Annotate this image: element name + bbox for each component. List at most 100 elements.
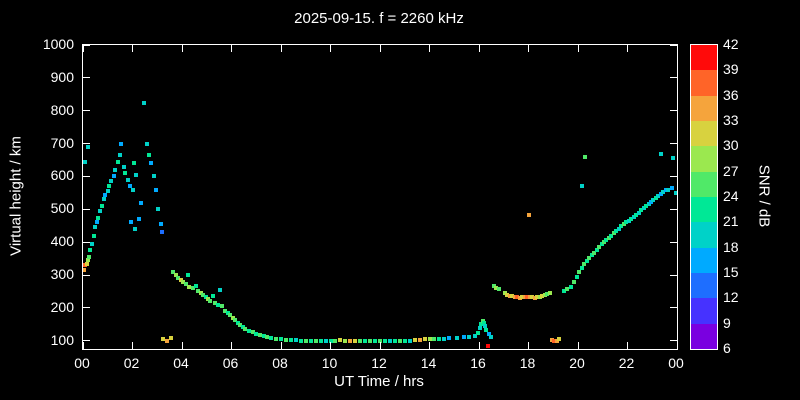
x-tick <box>577 342 579 349</box>
x-tick <box>478 45 480 52</box>
data-point <box>517 295 522 300</box>
data-point <box>568 284 573 289</box>
data-point <box>417 338 422 343</box>
data-point <box>323 338 328 343</box>
x-tick-label: 12 <box>371 355 387 371</box>
data-point <box>644 204 649 209</box>
data-point <box>128 184 133 189</box>
data-point <box>215 302 220 307</box>
x-tick-label: 00 <box>668 355 684 371</box>
x-tick-label: 06 <box>222 355 239 371</box>
data-point <box>132 227 137 232</box>
y-tick <box>83 45 90 46</box>
x-tick <box>280 342 282 349</box>
data-point <box>437 336 442 341</box>
data-point <box>94 220 99 225</box>
y-tick <box>670 307 677 309</box>
data-point <box>462 335 467 340</box>
data-point <box>572 280 577 285</box>
data-point <box>213 300 218 305</box>
data-point <box>624 220 629 225</box>
data-point <box>422 337 427 342</box>
data-point <box>467 334 472 339</box>
x-tick <box>429 45 430 52</box>
y-tick-label: 1000 <box>42 36 74 52</box>
data-point <box>621 222 626 227</box>
data-point <box>584 259 589 264</box>
colorbar-label: SNR / dB <box>755 164 773 228</box>
data-point <box>328 338 333 343</box>
data-point <box>203 295 208 300</box>
data-point <box>447 336 452 341</box>
x-tick <box>83 45 84 52</box>
colorbar-segment <box>691 222 717 248</box>
data-point <box>392 339 397 344</box>
y-tick-label: 800 <box>50 101 74 118</box>
colorbar-tick-label: 21 <box>723 213 739 230</box>
data-point <box>125 177 130 182</box>
x-tick <box>231 45 232 52</box>
x-tick-label: 04 <box>173 355 189 371</box>
colorbar-tick-label: 12 <box>723 289 739 306</box>
data-point <box>178 277 183 282</box>
y-tick <box>83 274 90 276</box>
data-point <box>589 253 594 258</box>
data-point <box>98 208 103 213</box>
x-tick <box>330 342 331 349</box>
data-point <box>254 331 259 336</box>
data-point <box>181 280 186 285</box>
data-point <box>554 338 559 343</box>
data-point <box>160 230 165 235</box>
data-point <box>293 338 298 343</box>
data-point <box>338 338 343 343</box>
data-point <box>483 323 488 328</box>
y-tick <box>83 110 90 112</box>
colorbar-tick-label: 15 <box>723 264 739 280</box>
data-point <box>373 338 378 343</box>
data-point <box>562 288 567 293</box>
x-tick <box>83 342 84 349</box>
data-point <box>219 304 224 309</box>
y-tick <box>83 340 90 342</box>
data-point <box>230 315 235 320</box>
data-point <box>387 339 392 344</box>
data-point <box>478 325 483 330</box>
data-point <box>313 338 318 343</box>
y-tick-label: 600 <box>50 167 74 184</box>
x-tick <box>676 45 677 52</box>
data-point <box>83 159 87 164</box>
x-tick-label: 08 <box>272 355 288 371</box>
data-point <box>473 333 478 338</box>
data-point <box>99 204 104 209</box>
data-point <box>83 268 87 273</box>
colorbar-tick-label: 18 <box>723 238 739 255</box>
data-point <box>87 254 92 259</box>
data-point <box>432 337 437 342</box>
data-point <box>619 224 624 229</box>
y-tick <box>83 143 90 145</box>
y-tick <box>670 241 677 243</box>
data-point <box>93 225 98 230</box>
data-point <box>109 179 114 184</box>
data-point <box>552 338 557 343</box>
data-point <box>257 333 262 338</box>
data-point <box>238 323 243 327</box>
y-tick <box>670 110 677 112</box>
x-tick <box>577 45 579 52</box>
data-point <box>407 338 412 343</box>
x-tick-label: 22 <box>618 355 635 371</box>
data-point <box>176 275 181 280</box>
data-point <box>532 295 537 300</box>
colorbar-tick-label: 24 <box>723 188 739 204</box>
data-point <box>526 212 531 217</box>
data-point <box>198 291 203 296</box>
y-tick <box>670 175 677 177</box>
data-point <box>118 153 123 158</box>
data-point <box>673 190 677 195</box>
data-point <box>102 197 107 202</box>
data-point <box>193 283 198 288</box>
colorbar-segment <box>691 146 717 172</box>
data-point <box>579 265 584 270</box>
y-tick <box>670 143 677 145</box>
data-point <box>454 336 459 341</box>
